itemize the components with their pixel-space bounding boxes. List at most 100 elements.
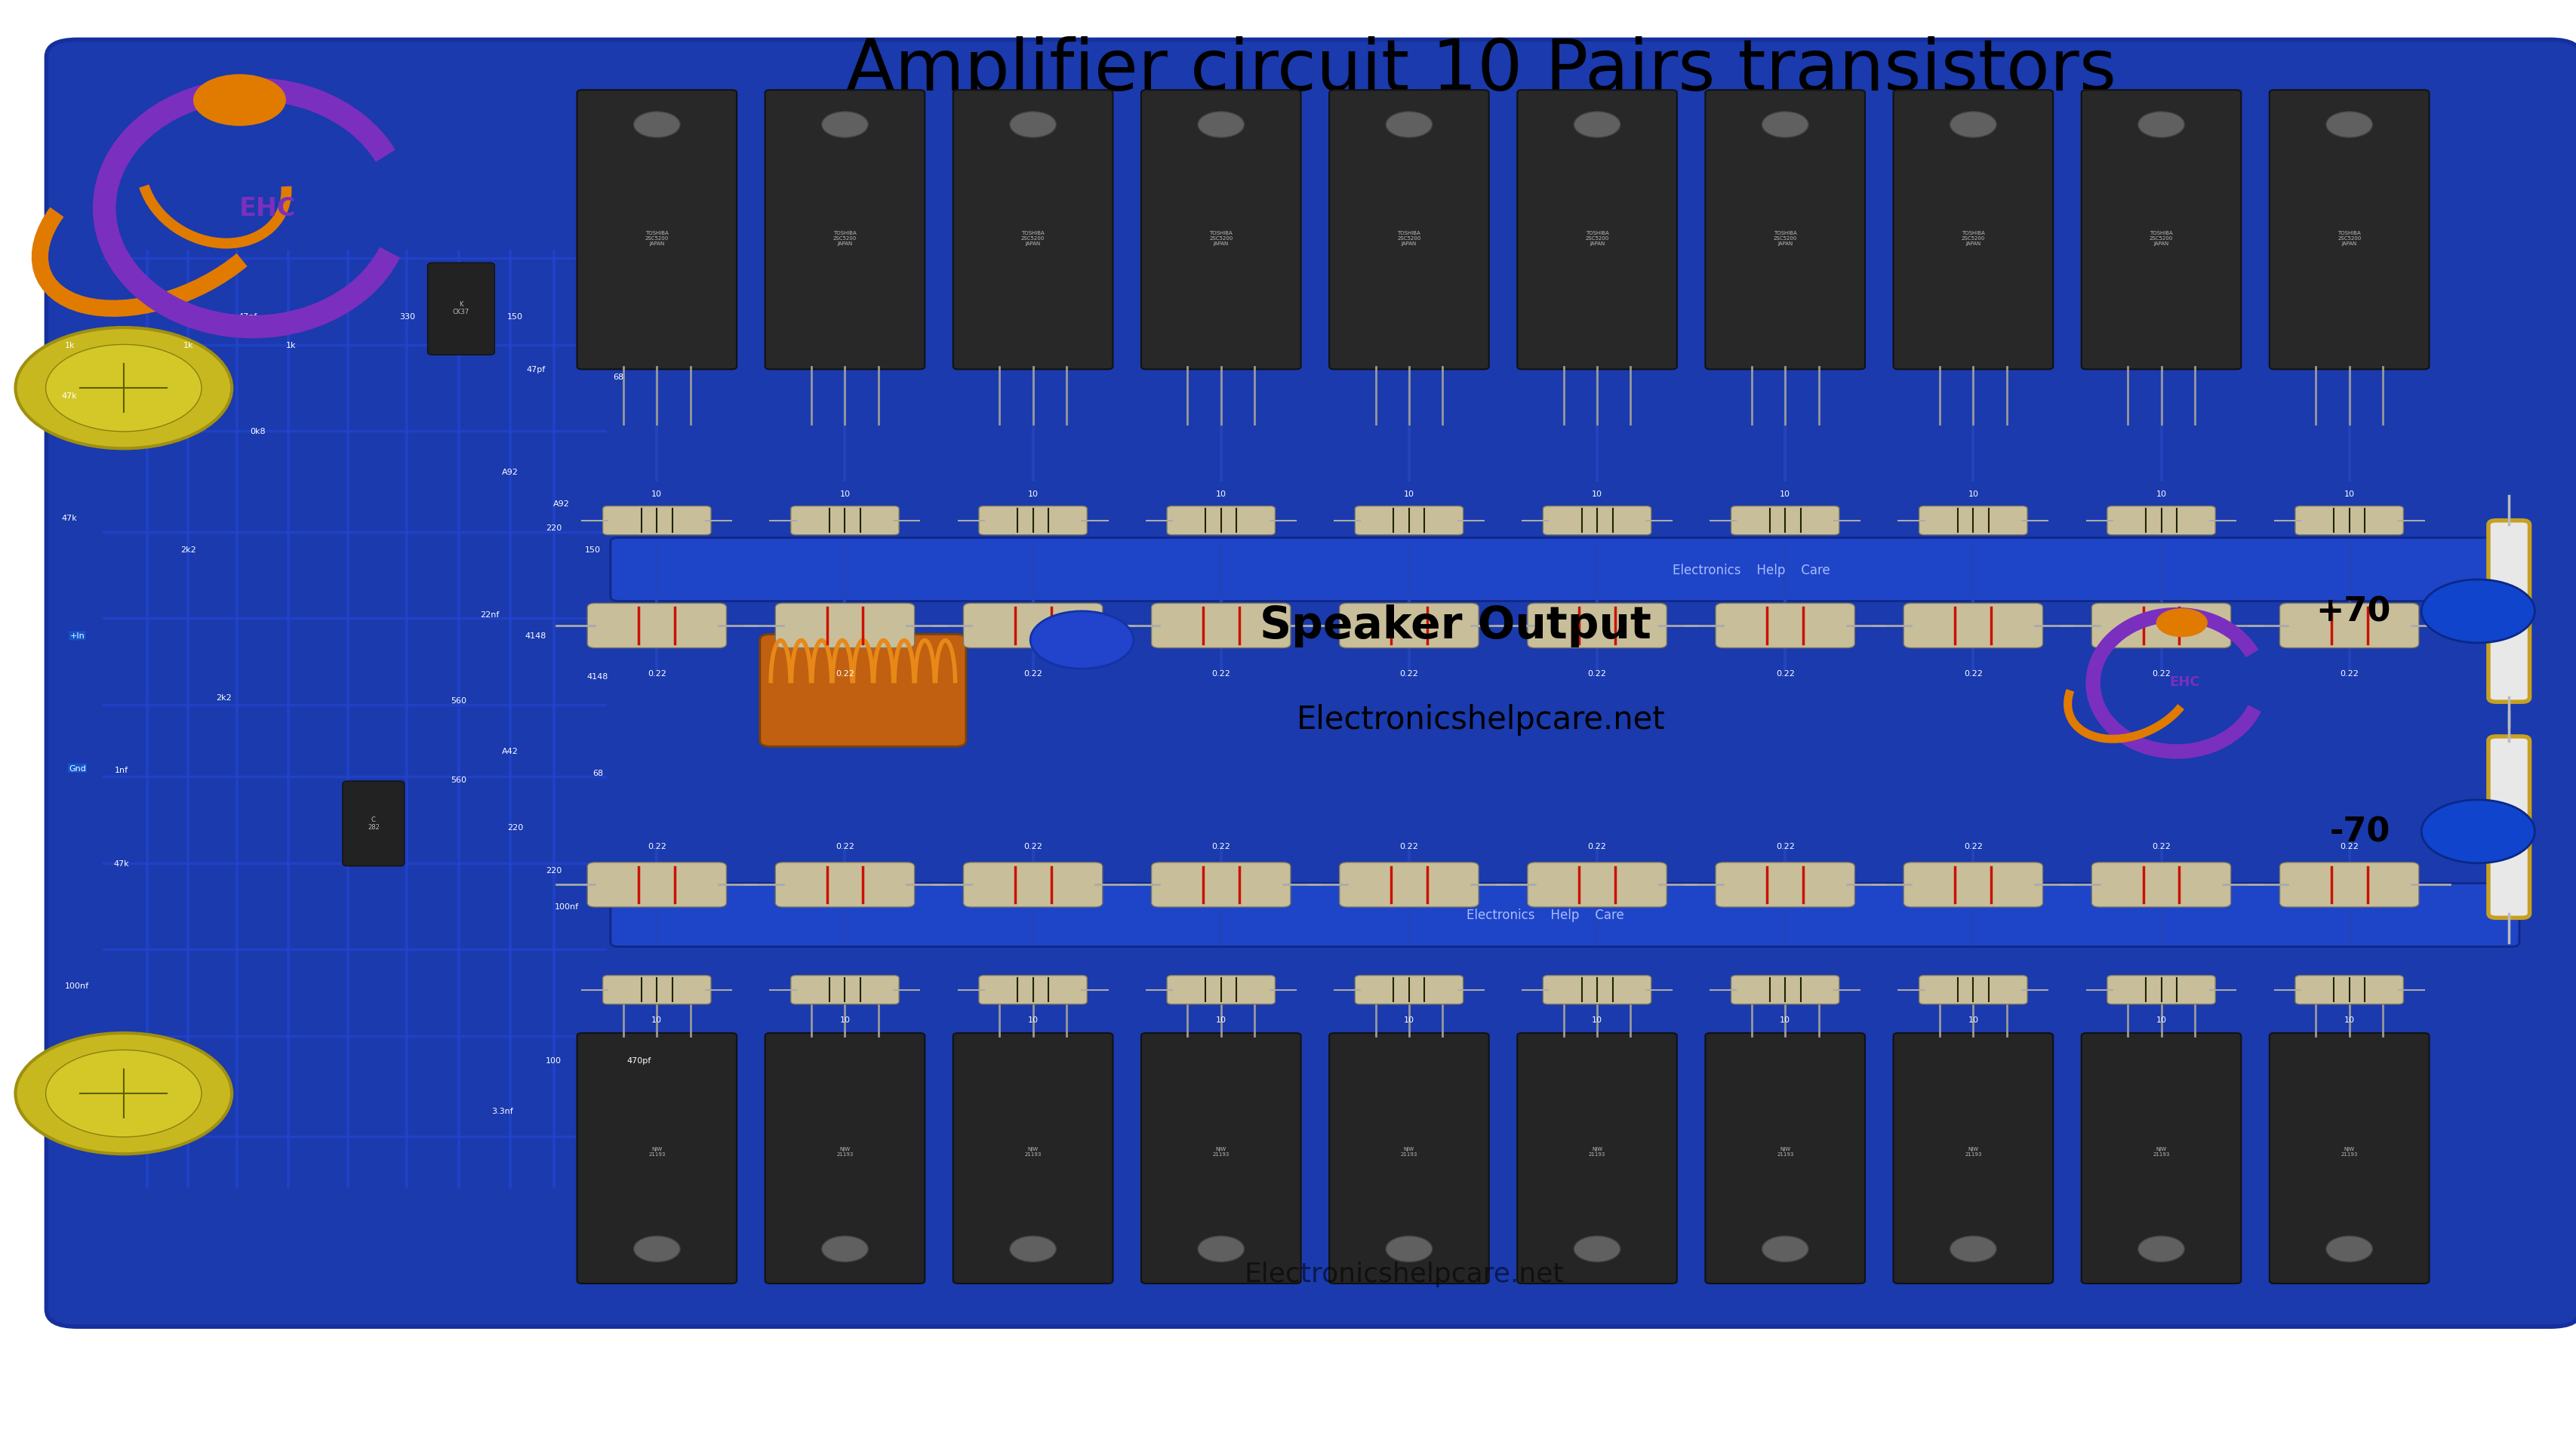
- FancyBboxPatch shape: [1355, 976, 1463, 1004]
- FancyBboxPatch shape: [765, 1033, 925, 1284]
- Circle shape: [822, 1236, 868, 1262]
- FancyBboxPatch shape: [1919, 976, 2027, 1004]
- FancyBboxPatch shape: [2092, 604, 2231, 648]
- Text: Electronicshelpcare.net: Electronicshelpcare.net: [1296, 704, 1667, 735]
- Text: A92: A92: [554, 499, 569, 508]
- Text: 0.22: 0.22: [2151, 842, 2172, 849]
- Text: 10: 10: [1968, 491, 1978, 498]
- Text: Gnd: Gnd: [70, 764, 85, 773]
- Text: C
282: C 282: [368, 816, 379, 830]
- Text: 0.22: 0.22: [1399, 671, 1419, 678]
- FancyBboxPatch shape: [1167, 507, 1275, 535]
- Text: 10: 10: [2344, 1016, 2354, 1023]
- FancyBboxPatch shape: [1893, 1033, 2053, 1284]
- FancyBboxPatch shape: [2295, 507, 2403, 535]
- FancyBboxPatch shape: [765, 91, 925, 370]
- Circle shape: [2138, 1236, 2184, 1262]
- Text: 220: 220: [546, 524, 562, 532]
- Text: NJW
21193: NJW 21193: [1401, 1145, 1417, 1156]
- FancyBboxPatch shape: [791, 976, 899, 1004]
- Text: TOSHIBA
2SC5200
JAPAN: TOSHIBA 2SC5200 JAPAN: [832, 230, 858, 246]
- Text: 10: 10: [652, 491, 662, 498]
- FancyBboxPatch shape: [2092, 863, 2231, 908]
- Circle shape: [1950, 112, 1996, 138]
- FancyBboxPatch shape: [2488, 737, 2530, 918]
- FancyBboxPatch shape: [428, 263, 495, 355]
- Circle shape: [1030, 612, 1133, 669]
- Circle shape: [2138, 112, 2184, 138]
- FancyBboxPatch shape: [2269, 1033, 2429, 1284]
- Text: 0.22: 0.22: [1023, 671, 1043, 678]
- Text: NJW
21193: NJW 21193: [1965, 1145, 1981, 1156]
- Text: Electronics    Help    Care: Electronics Help Care: [1466, 908, 1625, 922]
- Text: 47k: 47k: [113, 859, 129, 868]
- Circle shape: [2156, 609, 2208, 637]
- FancyBboxPatch shape: [343, 781, 404, 866]
- Circle shape: [1010, 1236, 1056, 1262]
- Circle shape: [2326, 112, 2372, 138]
- FancyBboxPatch shape: [953, 91, 1113, 370]
- Text: 560: 560: [451, 776, 466, 784]
- Text: TOSHIBA
2SC5200
JAPAN: TOSHIBA 2SC5200 JAPAN: [1020, 230, 1046, 246]
- FancyBboxPatch shape: [587, 604, 726, 648]
- Text: 220: 220: [546, 866, 562, 875]
- FancyBboxPatch shape: [791, 507, 899, 535]
- FancyBboxPatch shape: [1919, 507, 2027, 535]
- FancyBboxPatch shape: [2295, 976, 2403, 1004]
- Text: 0.22: 0.22: [2151, 671, 2172, 678]
- Text: K
CK37: K CK37: [453, 301, 469, 315]
- Circle shape: [1386, 1236, 1432, 1262]
- FancyBboxPatch shape: [2107, 976, 2215, 1004]
- Text: 22nf: 22nf: [479, 610, 500, 619]
- Text: 10: 10: [1028, 491, 1038, 498]
- Text: +In: +In: [70, 632, 85, 640]
- Text: 68: 68: [592, 768, 603, 777]
- Text: 0.22: 0.22: [1963, 671, 1984, 678]
- Text: 100nf: 100nf: [554, 902, 580, 911]
- Text: 10: 10: [1968, 1016, 1978, 1023]
- FancyBboxPatch shape: [1716, 863, 1855, 908]
- Text: A42: A42: [502, 747, 518, 755]
- FancyBboxPatch shape: [2280, 863, 2419, 908]
- Text: TOSHIBA
2SC5200
JAPAN: TOSHIBA 2SC5200 JAPAN: [1584, 230, 1610, 246]
- Text: 560: 560: [451, 696, 466, 705]
- Text: 0.22: 0.22: [647, 842, 667, 849]
- Circle shape: [1386, 112, 1432, 138]
- Text: 10: 10: [1592, 491, 1602, 498]
- FancyBboxPatch shape: [1731, 976, 1839, 1004]
- Circle shape: [1762, 112, 1808, 138]
- FancyBboxPatch shape: [1904, 863, 2043, 908]
- FancyBboxPatch shape: [577, 1033, 737, 1284]
- Text: 10: 10: [2156, 1016, 2166, 1023]
- Text: NJW
21193: NJW 21193: [649, 1145, 665, 1156]
- Text: 68: 68: [613, 373, 623, 381]
- Text: 0.22: 0.22: [835, 671, 855, 678]
- Text: 10: 10: [652, 1016, 662, 1023]
- Circle shape: [46, 345, 201, 432]
- Circle shape: [1950, 1236, 1996, 1262]
- Text: NJW
21193: NJW 21193: [837, 1145, 853, 1156]
- FancyBboxPatch shape: [1517, 91, 1677, 370]
- FancyBboxPatch shape: [1731, 507, 1839, 535]
- FancyBboxPatch shape: [979, 507, 1087, 535]
- FancyBboxPatch shape: [2488, 521, 2530, 702]
- Text: 150: 150: [585, 545, 600, 554]
- FancyBboxPatch shape: [1716, 604, 1855, 648]
- Circle shape: [2421, 580, 2535, 643]
- Text: NJW
21193: NJW 21193: [2342, 1145, 2357, 1156]
- Circle shape: [1198, 1236, 1244, 1262]
- Text: 10: 10: [1780, 491, 1790, 498]
- Circle shape: [2421, 800, 2535, 863]
- Circle shape: [15, 328, 232, 449]
- Circle shape: [15, 1033, 232, 1154]
- FancyBboxPatch shape: [2081, 1033, 2241, 1284]
- Circle shape: [1574, 112, 1620, 138]
- FancyBboxPatch shape: [1705, 1033, 1865, 1284]
- Circle shape: [46, 1050, 201, 1137]
- FancyBboxPatch shape: [1355, 507, 1463, 535]
- FancyBboxPatch shape: [577, 91, 737, 370]
- Text: 10: 10: [840, 1016, 850, 1023]
- Circle shape: [2326, 1236, 2372, 1262]
- Circle shape: [1198, 112, 1244, 138]
- Text: 100nf: 100nf: [64, 981, 90, 990]
